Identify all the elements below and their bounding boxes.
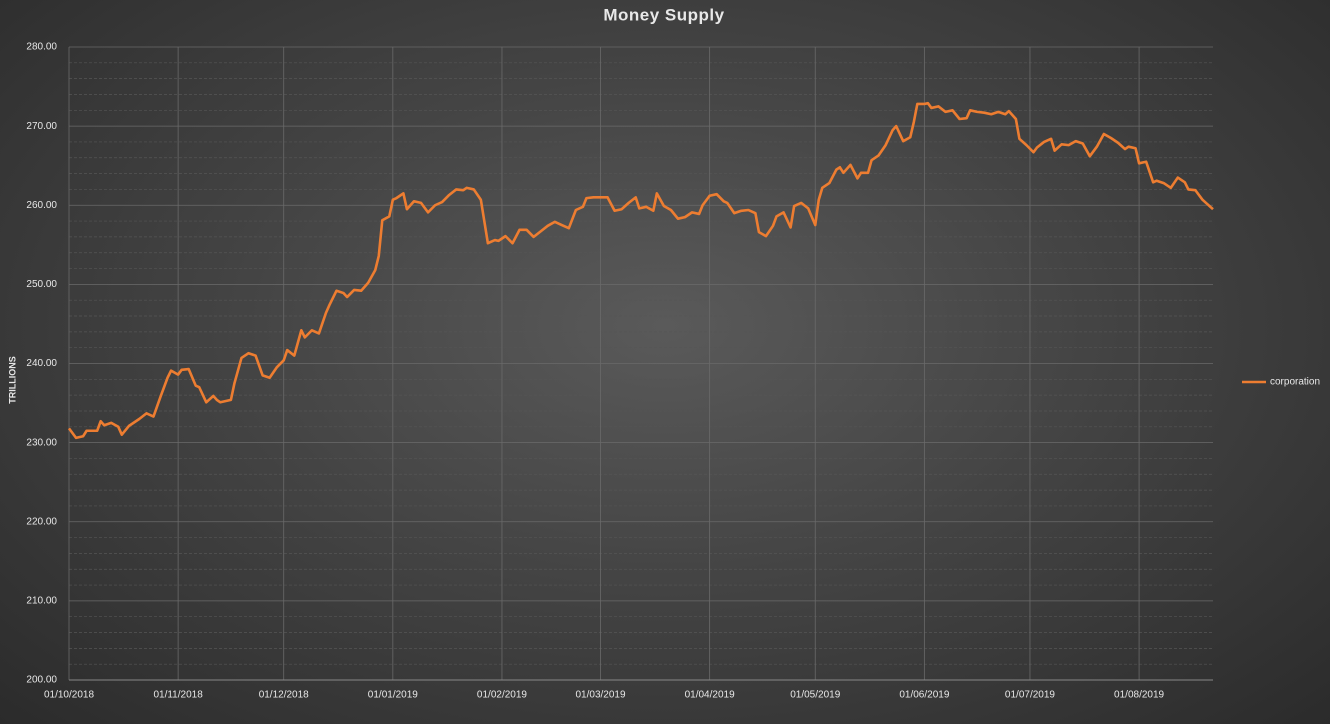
y-tick-label: 280.00 [26,42,57,53]
y-tick-label: 230.00 [26,437,57,448]
x-tick-label: 01/04/2019 [685,690,735,701]
legend-label: corporation [1270,377,1320,388]
y-tick-label: 220.00 [26,516,57,527]
x-tick-label: 01/03/2019 [575,690,625,701]
x-tick-label: 01/08/2019 [1114,690,1164,701]
x-tick-label: 01/10/2018 [44,690,94,701]
y-tick-label: 210.00 [26,596,57,607]
x-tick-label: 01/05/2019 [790,690,840,701]
x-tick-label: 01/12/2018 [259,690,309,701]
y-tick-label: 260.00 [26,200,57,211]
series-line [67,101,1214,440]
y-axis-title: TRILLIONS [7,356,17,404]
y-tick-label: 200.00 [26,675,57,686]
x-tick-label: 01/11/2018 [153,690,203,701]
x-tick-label: 01/01/2019 [368,690,418,701]
x-tick-label: 01/06/2019 [899,690,949,701]
x-tick-label: 01/07/2019 [1005,690,1055,701]
x-tick-label: 01/02/2019 [477,690,527,701]
y-tick-label: 250.00 [26,279,57,290]
y-tick-label: 270.00 [26,121,57,132]
chart-title: Money Supply [603,5,724,24]
y-tick-label: 240.00 [26,358,57,369]
